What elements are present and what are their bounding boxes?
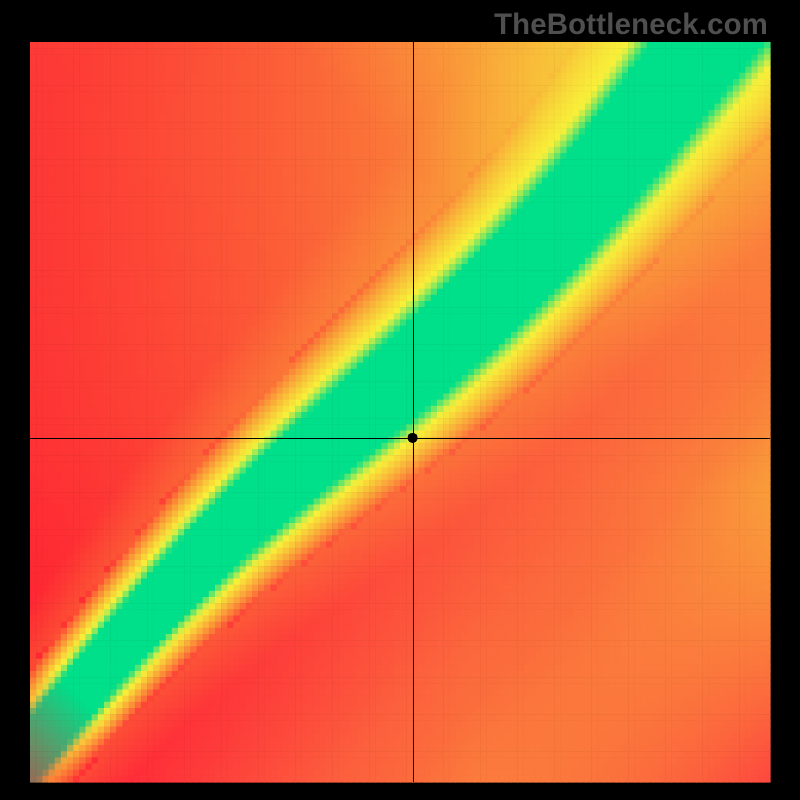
chart-wrapper: TheBottleneck.com bbox=[0, 0, 800, 800]
bottleneck-heatmap bbox=[0, 0, 800, 800]
watermark-text: TheBottleneck.com bbox=[494, 8, 768, 42]
